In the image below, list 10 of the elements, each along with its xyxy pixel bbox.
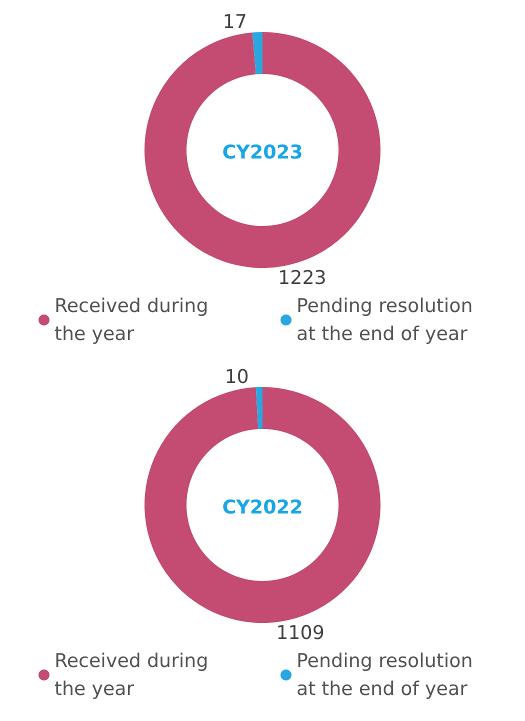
data-label: 10: [224, 366, 249, 388]
legend-label: Received during the year: [54, 650, 214, 700]
data-label: 1223: [278, 266, 326, 289]
data-label: 17: [222, 11, 247, 34]
data-label: 1109: [276, 622, 324, 644]
text: CY2022: [222, 496, 303, 518]
text: CY2023: [222, 142, 303, 164]
legend-label: Pending resolution at the end of year: [296, 295, 479, 345]
legend-label: Pending resolution at the end of year: [296, 650, 479, 700]
legend-label: Received during the year: [54, 295, 214, 345]
